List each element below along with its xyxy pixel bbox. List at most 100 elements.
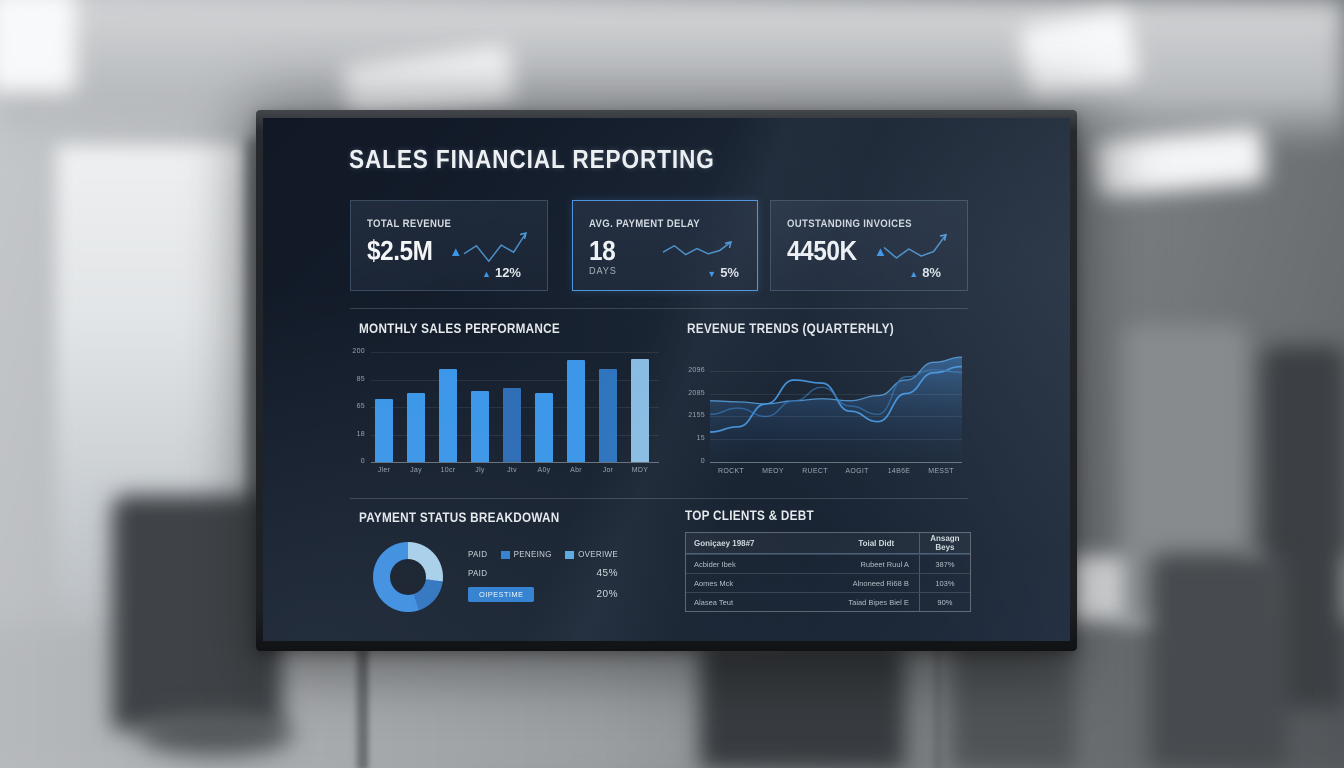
office-chair xyxy=(1150,553,1288,768)
x-axis-tick: 14B6E xyxy=(887,468,911,475)
table-cell: 90% xyxy=(918,593,970,611)
kpi-label: OUTSTANDING INVOICES xyxy=(787,218,912,230)
trend-up-icon: ▲ xyxy=(909,269,919,279)
x-axis-tick: Abr xyxy=(570,467,582,474)
page-title: SALES FINANCIAL REPORTING xyxy=(349,144,715,174)
bar-10cr[interactable] xyxy=(439,368,457,462)
x-axis-tick: Jler xyxy=(377,467,391,474)
table-cell: Alasea Teut xyxy=(694,597,734,607)
table-header-cell: Goniçaey 198#7 xyxy=(694,538,755,548)
sparkline-chart xyxy=(662,240,733,256)
office-chair xyxy=(112,495,282,730)
x-axis-tick: AOGIT xyxy=(845,468,869,475)
table-cell: Acbider Ibek xyxy=(694,559,736,569)
kpi-value: 4450K xyxy=(787,235,857,266)
trend-x-axis: ROCKT MEOY RUECT AOGIT 14B6E MESST xyxy=(710,468,962,475)
table-cell: Taiad Bipes Biel E xyxy=(848,597,909,607)
kpi-value: $2.5M xyxy=(367,235,433,266)
y-axis-tick: 2096 xyxy=(688,367,705,374)
debt-table: Goniçaey 198#7 Toial Didt Ansagn Beys Acbid… xyxy=(685,532,971,612)
kpi-card-outstanding-invoices[interactable]: OUTSTANDING INVOICES 4450K ▲ ▲ 8% xyxy=(770,200,968,291)
trend-down-icon: ▼ xyxy=(707,269,717,279)
bar-Jtv[interactable] xyxy=(503,387,521,462)
kpi-card-total-revenue[interactable]: TOTAL REVENUE $2.5M ▲ ▲ 12% xyxy=(350,200,548,291)
bar-Abr[interactable] xyxy=(567,360,585,462)
table-row[interactable]: Aomes Mck Alnoneed Ri68 B 103% xyxy=(686,573,970,592)
legend-label-overdue: OVERIWE xyxy=(578,550,618,559)
tv-stand-leg xyxy=(356,648,368,768)
x-axis-tick: ROCKT xyxy=(718,468,744,475)
paid-row-label: PAID xyxy=(468,568,488,578)
x-axis-tick: 10cr xyxy=(440,467,456,474)
kpi-label: TOTAL REVENUE xyxy=(367,218,452,230)
office-chair xyxy=(700,644,905,768)
paid-row-value: 45% xyxy=(596,567,618,579)
overdue-row-value: 20% xyxy=(596,588,618,600)
y-axis-tick: 65 xyxy=(356,403,365,410)
legend-label-pending: PENEING xyxy=(513,550,552,559)
kpi-delta: ▲ 8% xyxy=(909,265,941,280)
y-axis-tick: 2085 xyxy=(688,389,705,397)
trend-chart xyxy=(710,356,962,462)
gridline xyxy=(371,462,659,463)
y-axis-tick: 15 xyxy=(696,435,705,442)
section-divider xyxy=(350,308,968,309)
bar-A0y[interactable] xyxy=(535,393,553,462)
dashboard-screen: SALES FINANCIAL REPORTING TOTAL REVENUE … xyxy=(263,118,1070,641)
y-axis-tick: 2155 xyxy=(688,412,705,419)
trend-up-icon: ▲ xyxy=(449,243,463,259)
bar-MDY[interactable] xyxy=(631,358,649,462)
pending-swatch-icon xyxy=(500,550,510,559)
gridline xyxy=(710,371,962,372)
x-axis-tick: Jay xyxy=(410,467,422,474)
office-chair xyxy=(952,638,1076,768)
kpi-value: 18 xyxy=(589,235,616,266)
donut-hole xyxy=(390,559,426,595)
table-cell: 387% xyxy=(918,555,970,573)
trend-up-icon: ▲ xyxy=(482,269,491,279)
bar-Jly[interactable] xyxy=(471,390,489,462)
tv-display: SALES FINANCIAL REPORTING TOTAL REVENUE … xyxy=(256,110,1077,651)
donut-chart-title: PAYMENT STATUS BREAKDOWAN xyxy=(359,510,560,525)
x-axis-tick: MESST xyxy=(928,468,954,475)
kpi-delta: ▼ 5% xyxy=(707,265,739,280)
x-axis-tick: A0y xyxy=(537,467,551,474)
kpi-delta-value: 8% xyxy=(922,265,941,280)
sparkline-chart xyxy=(883,233,948,259)
trend-up-icon: ▲ xyxy=(874,243,887,259)
x-axis-tick: Jor xyxy=(602,467,614,474)
table-header-cell: Toial Didt xyxy=(858,538,895,548)
table-cell: 103% xyxy=(918,574,970,592)
bar-Jor[interactable] xyxy=(599,368,617,462)
kpi-card-avg-payment-delay[interactable]: AVG. PAYMENT DELAY 18 DAYS ▼ 5% xyxy=(572,200,758,291)
gridline xyxy=(710,393,962,395)
overdue-button[interactable]: OIPESTIME xyxy=(468,586,535,602)
tv-stand-leg xyxy=(929,648,941,768)
gridline xyxy=(710,462,962,463)
x-axis-tick: RUECT xyxy=(802,468,828,475)
trend-chart-title: REVENUE TRENDS (QUARTERHLY) xyxy=(687,321,894,336)
x-axis-tick: Jtv xyxy=(507,467,517,474)
table-header-cell: Ansagn Beys xyxy=(918,533,970,553)
ceiling-light xyxy=(0,0,76,92)
y-axis-tick: 200 xyxy=(352,348,365,355)
table-row[interactable]: Alasea Teut Taiad Bipes Biel E 90% xyxy=(686,592,970,611)
bar-Jler[interactable] xyxy=(375,398,393,462)
x-axis-tick: Jly xyxy=(475,467,485,474)
y-axis-tick: 0 xyxy=(360,458,365,465)
kpi-delta-value: 5% xyxy=(720,265,739,280)
kpi-delta: ▲ 12% xyxy=(482,265,521,280)
y-axis-tick: 85 xyxy=(356,375,365,383)
debt-table-title: TOP CLIENTS & DEBT xyxy=(685,508,814,523)
table-header-row: Goniçaey 198#7 Toial Didt Ansagn Beys xyxy=(686,533,970,554)
bar-Jay[interactable] xyxy=(407,393,425,462)
office-chair-base xyxy=(138,712,293,756)
table-row[interactable]: Acbider Ibek Rubeet Ruul A 387% xyxy=(686,554,970,573)
table-cell: Alnoneed Ri68 B xyxy=(852,578,909,588)
kpi-label: AVG. PAYMENT DELAY xyxy=(589,218,701,230)
legend-label-paid: PAID xyxy=(468,550,488,559)
gridline xyxy=(710,416,962,417)
y-axis-tick: 18 xyxy=(356,430,365,438)
donut-chart xyxy=(373,542,443,612)
